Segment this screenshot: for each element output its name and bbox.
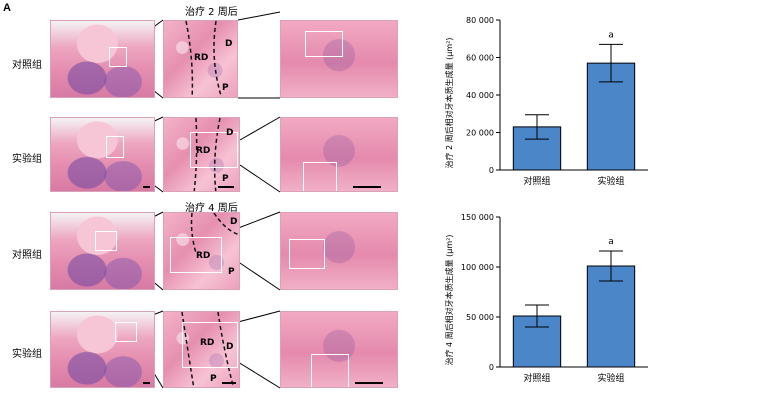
chart-week2: 0 20 000 40 000 60 000 80 000 对照组 实验组 a 治疗 2 周后… [444,16,648,187]
scale-bar [218,186,234,188]
label-p: P [222,83,229,93]
scale-bar [355,382,383,384]
scale-bar [353,186,381,188]
roi-box [109,47,127,67]
roi-box [305,31,343,57]
histology-detail-w4-experimental [280,311,398,388]
scale-bar [222,382,236,384]
histology-detail-w4-control [280,212,398,290]
histology-zoom-w4-experimental: RD D P [163,311,240,388]
chart-week4-plot: 0 50 000 100 000 150 000 对照组 实验组 a [461,213,648,384]
histology-overview-w2-experimental [50,117,155,192]
label-d: D [225,39,233,49]
y-tick-label: 150 000 [461,213,494,222]
row-label-week4-control: 对照组 [12,250,42,261]
histology-overview-w4-experimental [50,311,155,388]
y-tick-label: 100 000 [461,263,494,272]
histology-zoom-w2-experimental: RD D P [163,117,240,192]
histology-zoom-w4-control: RD D P [163,212,240,290]
y-tick-label: 50 000 [466,313,494,322]
significance-mark: a [608,237,614,247]
scale-bar [143,186,150,188]
x-category-label: 实验组 [597,175,624,187]
roi-box [106,136,124,158]
section-title-week4: 治疗 4 周后 [185,203,238,214]
y-tick-label: 60 000 [466,54,494,63]
chart-week4: 0 50 000 100 000 150 000 对照组 实验组 a 治疗 4 周后相对牙本… [444,213,648,384]
y-tick-label: 0 [489,363,494,372]
y-tick-label: 20 000 [466,129,494,138]
bar-experimental [586,265,636,368]
significance-mark: a [608,30,614,40]
histology-zoom-w2-control: RD D P [163,20,238,98]
label-d: D [226,128,234,138]
label-rd: RD [196,251,211,261]
label-rd: RD [196,146,211,156]
roi-box [115,322,137,342]
x-category-label: 实验组 [597,372,624,384]
label-rd: RD [194,53,209,63]
row-label-week4-experimental: 实验组 [12,349,42,360]
y-tick-label: 40 000 [466,91,494,100]
label-p: P [228,267,235,277]
section-title-week2: 治疗 2 周后 [185,7,238,18]
row-label-week2-control: 对照组 [12,60,42,71]
label-d: D [230,217,238,227]
x-category-label: 对照组 [523,175,550,187]
y-tick-label: 0 [489,166,494,175]
histology-detail-w2-control [280,20,398,98]
histology-overview-w4-control [50,212,155,290]
label-p: P [222,174,229,184]
roi-box [311,354,349,387]
chart-week2-ylabel: 治疗 2 周后相对牙本质生成量 (μm²) [444,37,454,168]
label-rd: RD [200,338,215,348]
histology-overview-w2-control [50,20,155,98]
panel-letter: A [3,2,11,14]
scale-bar [143,382,150,384]
x-category-label: 对照组 [523,372,550,384]
histology-detail-w2-experimental [280,117,398,192]
chart-week4-ylabel: 治疗 4 周后相对牙本质生成量 (μm²) [444,234,454,365]
row-label-week2-experimental: 实验组 [12,154,42,165]
roi-box [190,132,238,168]
label-d: D [226,342,234,352]
chart-week2-plot: 0 20 000 40 000 60 000 80 000 对照组 实验组 a [466,16,648,187]
y-tick-label: 80 000 [466,16,494,25]
roi-box [95,231,117,251]
roi-box [182,322,238,368]
roi-box [289,239,325,269]
roi-box [170,237,222,273]
roi-box [303,162,337,191]
label-p: P [210,374,217,384]
